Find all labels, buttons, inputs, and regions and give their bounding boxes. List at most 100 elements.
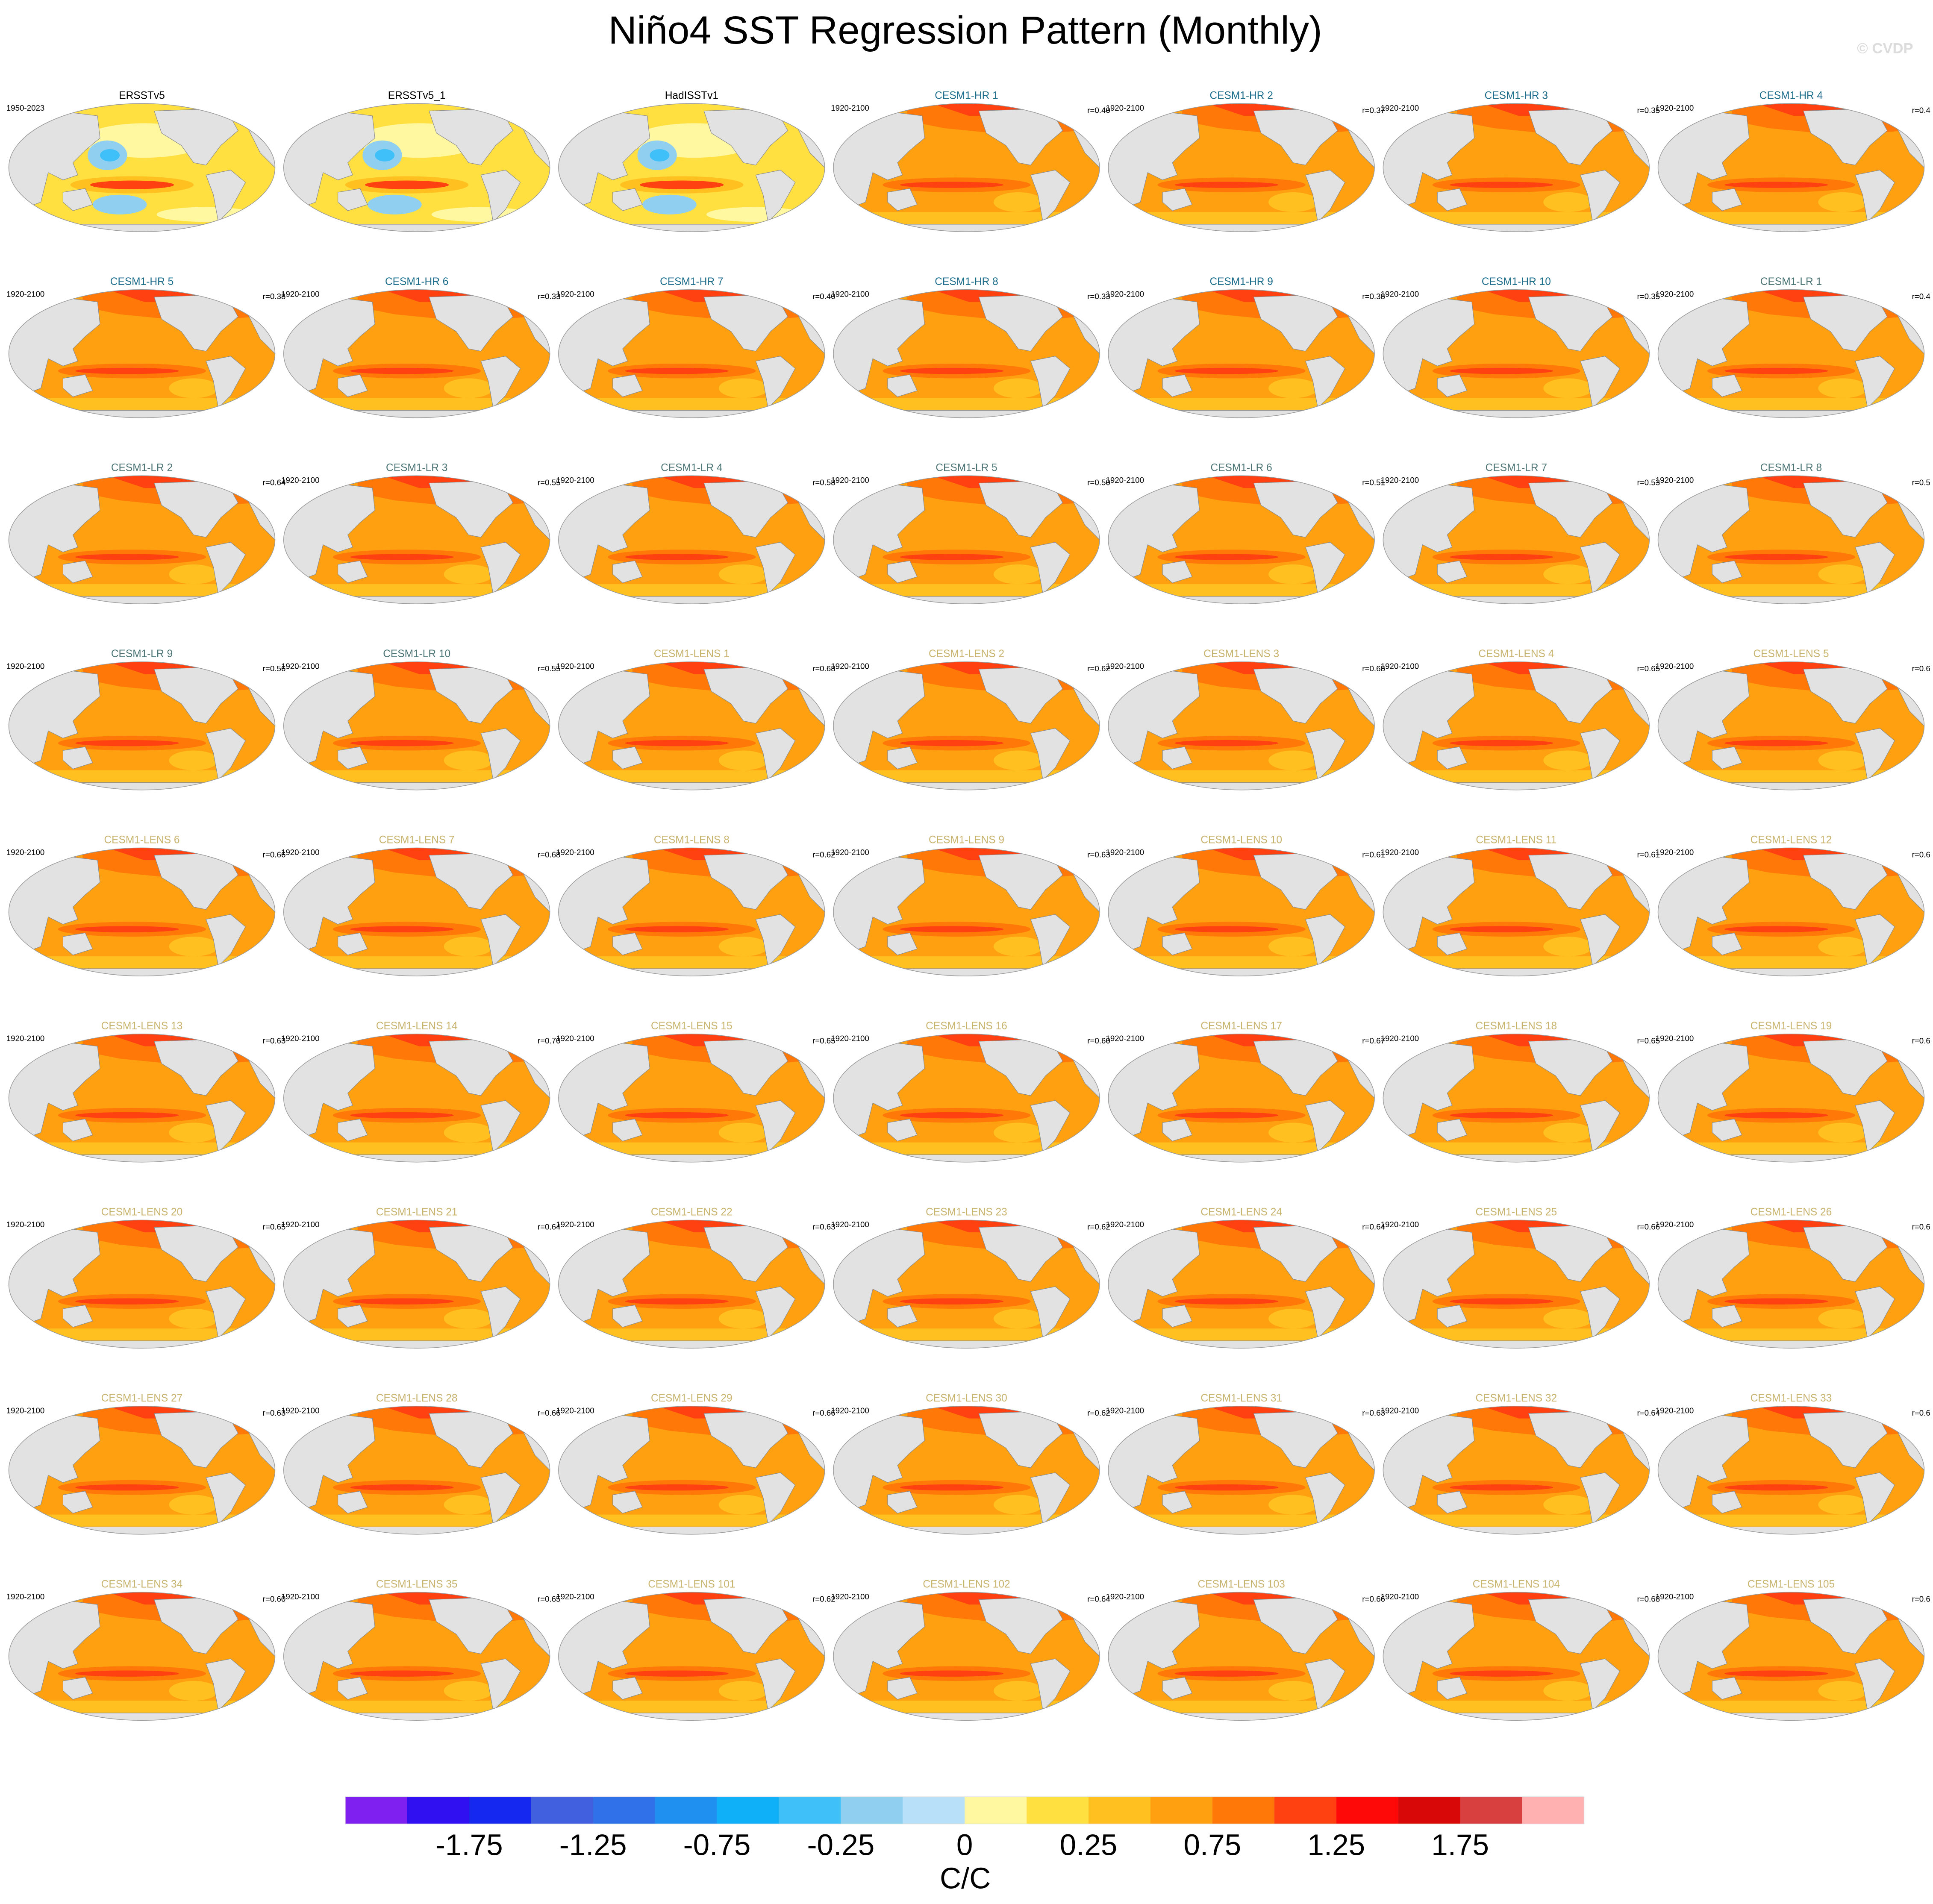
panel-period: 1920-2100 [831, 103, 869, 112]
panel-correlation: r=0.60 [263, 1595, 286, 1604]
panel-title: CESM1-HR 5 [110, 276, 174, 288]
panel-correlation: r=0.33 [1087, 292, 1110, 301]
panel-title: CESM1-LR 10 [383, 648, 450, 660]
colorbar-tick-label: 1.25 [1307, 1828, 1365, 1862]
panel-title: CESM1-LENS 30 [926, 1393, 1007, 1404]
colorbar-box [1274, 1797, 1336, 1824]
panel-title: CESM1-LENS 10 [1200, 834, 1282, 846]
panel-correlation: r=0.50 [1087, 478, 1110, 487]
panel-correlation: r=0.6 [1912, 1222, 1930, 1231]
panel-period: 1920-2100 [281, 1034, 320, 1043]
map-panel [1658, 848, 1924, 976]
panel-correlation: r=0.5 [1912, 478, 1930, 487]
map-panel [284, 1220, 550, 1348]
panel-title: CESM1-LENS 103 [1198, 1578, 1285, 1590]
panel-correlation: r=0.66 [263, 850, 286, 859]
map-panel [1383, 103, 1649, 232]
panel-title: CESM1-HR 6 [385, 276, 448, 288]
map-panel [1383, 476, 1649, 604]
panel-title: CESM1-LENS 34 [101, 1578, 183, 1590]
panel-title: CESM1-LENS 17 [1200, 1020, 1282, 1032]
panel-title: CESM1-LENS 33 [1751, 1393, 1832, 1404]
panel-period: 1920-2100 [556, 1034, 594, 1043]
panel-correlation: r=0.63 [1087, 850, 1110, 859]
panel-period: 1920-2100 [1656, 289, 1694, 298]
panel-correlation: r=0.60 [1087, 1036, 1110, 1045]
map-panel [9, 1406, 275, 1534]
panel-correlation: r=0.51 [1362, 478, 1385, 487]
panel-period: 1920-2100 [1656, 1220, 1694, 1229]
colorbar-box [1089, 1797, 1150, 1824]
panel-title: CESM1-LENS 12 [1751, 834, 1832, 846]
map-panel [9, 476, 275, 604]
panel-correlation: r=0.64 [538, 1222, 561, 1231]
panel-period: 1920-2100 [1656, 848, 1694, 857]
map-panel [1658, 1034, 1924, 1162]
panel-title: CESM1-LR 4 [661, 462, 722, 473]
colorbar-box [1398, 1797, 1460, 1824]
colorbar-tick-label: 0.75 [1184, 1828, 1242, 1862]
panel-title: CESM1-LENS 4 [1478, 648, 1554, 660]
panel-title: CESM1-LENS 20 [101, 1206, 183, 1218]
panel-period: 1920-2100 [556, 1220, 594, 1229]
colorbar-box [469, 1797, 531, 1824]
map-panel [1383, 1034, 1649, 1162]
colorbar-box [841, 1797, 903, 1824]
panel-correlation: r=0.65 [1637, 664, 1660, 673]
colorbar-tick-label: -0.75 [683, 1828, 751, 1862]
map-panel [1658, 476, 1924, 604]
panel-period: 1920-2100 [1656, 476, 1694, 485]
panel-period: 1920-2100 [831, 476, 869, 485]
map-panel [833, 103, 1100, 232]
panel-title: CESM1-LENS 14 [376, 1020, 458, 1032]
panel-title: CESM1-LR 5 [936, 462, 997, 473]
colorbar-tick-label: -1.75 [435, 1828, 503, 1862]
panel-correlation: r=0.55 [538, 478, 561, 487]
panel-correlation: r=0.53 [1637, 478, 1660, 487]
panel-title: CESM1-LENS 102 [923, 1578, 1010, 1590]
panel-period: 1920-2100 [556, 1406, 594, 1415]
panel-period: 1920-2100 [6, 1220, 45, 1229]
panel-period: 1920-2100 [1106, 476, 1144, 485]
panel-period: 1920-2100 [1106, 1220, 1144, 1229]
panel-period: 1920-2100 [281, 1406, 320, 1415]
panel-title: CESM1-HR 9 [1209, 276, 1273, 288]
panel-correlation: r=0.66 [538, 1408, 561, 1417]
map-panel [833, 848, 1100, 976]
panel-period: 1920-2100 [1381, 1220, 1419, 1229]
panel-title: CESM1-LENS 3 [1203, 648, 1279, 660]
panel-title: CESM1-LR 7 [1486, 462, 1547, 473]
panel-correlation: r=0.35 [1637, 292, 1660, 301]
panel-period: 1920-2100 [1656, 1034, 1694, 1043]
panel-period: 1920-2100 [6, 1034, 45, 1043]
panel-title: CESM1-LENS 35 [376, 1578, 458, 1590]
map-panel [9, 290, 275, 418]
panel-period: 1920-2100 [831, 1220, 869, 1229]
panel-title: CESM1-LENS 7 [379, 834, 455, 846]
map-panel [833, 1592, 1100, 1720]
map-panel [284, 1592, 550, 1720]
panel-title: CESM1-HR 4 [1759, 90, 1823, 101]
panel-correlation: r=0.62 [812, 850, 836, 859]
panel-correlation: r=0.66 [812, 1408, 836, 1417]
panel-correlation: r=0.33 [538, 292, 561, 301]
panel-correlation: r=0.62 [812, 1595, 836, 1604]
colorbar-box [1212, 1797, 1274, 1824]
map-panel [1383, 848, 1649, 976]
panel-title: CESM1-LENS 32 [1476, 1393, 1557, 1404]
map-panel [1108, 476, 1374, 604]
colorbar-box [965, 1797, 1027, 1824]
panel-correlation: r=0.35 [1637, 106, 1660, 115]
panel-title: CESM1-LENS 2 [929, 648, 1004, 660]
map-panel [9, 848, 275, 976]
panel-title: CESM1-LENS 101 [648, 1578, 735, 1590]
panel-period: 1920-2100 [1106, 848, 1144, 857]
map-panel [833, 290, 1100, 418]
panel-title: CESM1-LENS 21 [376, 1206, 458, 1218]
panel-title: CESM1-HR 2 [1209, 90, 1273, 101]
panel-correlation: r=0.58 [812, 478, 836, 487]
colorbar-box [531, 1797, 593, 1824]
map-panel [559, 1220, 825, 1348]
colorbar-box [1336, 1797, 1398, 1824]
panel-period: 1920-2100 [1656, 1592, 1694, 1601]
